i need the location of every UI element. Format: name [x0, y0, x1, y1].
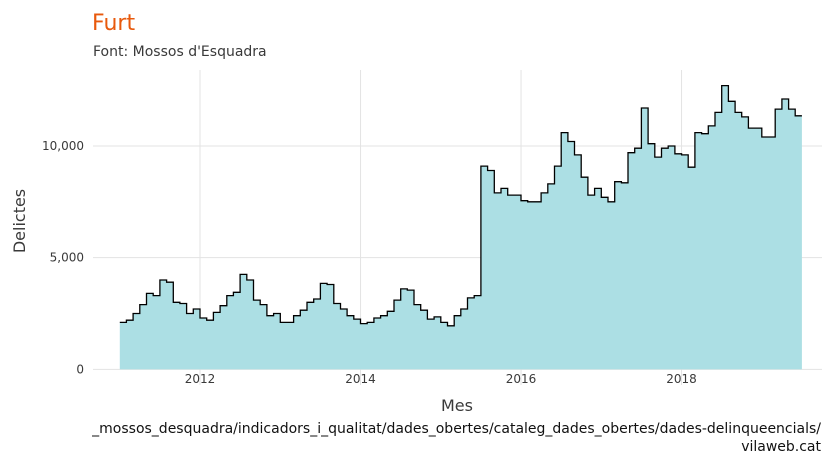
y-axis: 0 5,000 10,000	[42, 139, 84, 376]
y-tick-label: 10,000	[42, 139, 84, 153]
x-tick-label: 2016	[506, 372, 537, 386]
x-tick-label: 2012	[185, 372, 216, 386]
x-axis: 2012 2014 2016 2018	[185, 372, 697, 386]
y-tick-label: 0	[76, 362, 84, 376]
x-tick-label: 2014	[345, 372, 376, 386]
x-axis-title: Mes	[441, 396, 473, 415]
chart-subtitle: Font: Mossos d'Esquadra	[93, 44, 267, 60]
series-area	[119, 85, 802, 370]
caption-source-url: _mossos_desquadra/indicadors_i_qualitat/…	[91, 421, 821, 437]
series-step-line	[119, 84, 802, 327]
y-tick-label: 5,000	[50, 251, 84, 265]
caption-site: vilaweb.cat	[741, 439, 821, 455]
chart-title: Furt	[92, 11, 135, 36]
y-axis-title: Delictes	[10, 189, 29, 253]
x-tick-label: 2018	[666, 372, 697, 386]
